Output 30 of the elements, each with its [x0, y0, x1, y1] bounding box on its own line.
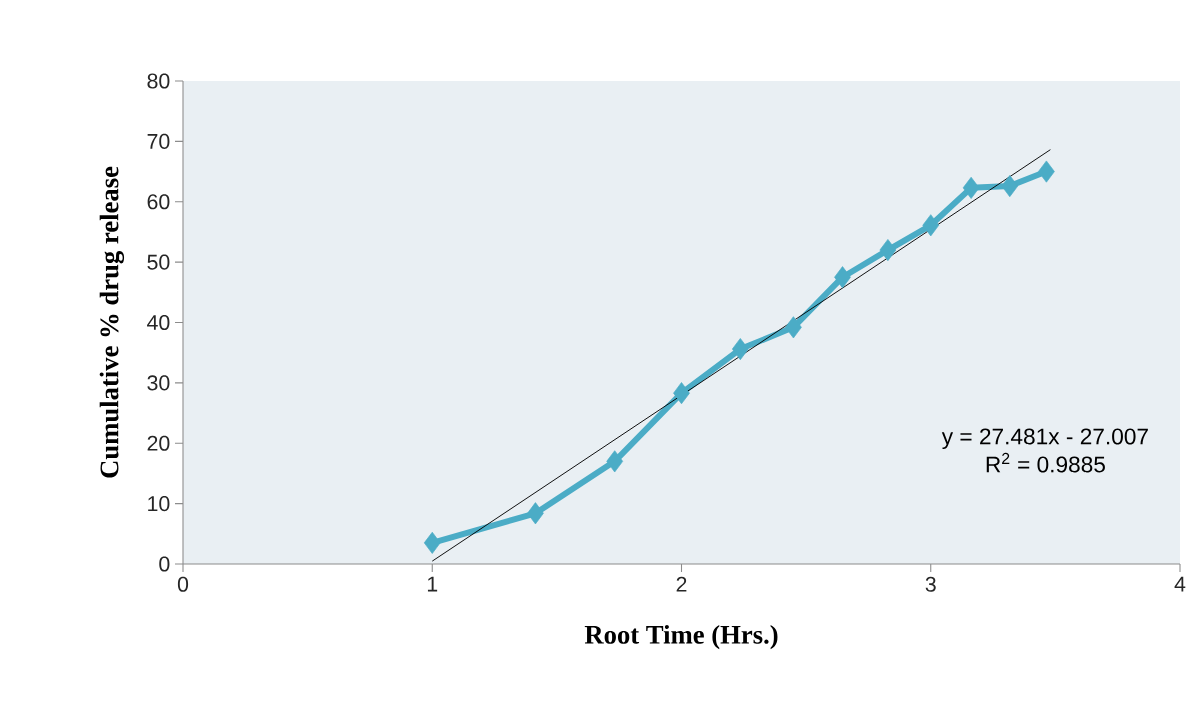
y-tick-label: 0 [159, 556, 170, 572]
y-tick-label: 10 [148, 496, 170, 512]
y-tick-label: 20 [147, 435, 170, 451]
point [673, 382, 690, 405]
x-tick-label: 0 [177, 576, 189, 592]
x-tick-label: 3 [925, 576, 936, 592]
y-axis-title: Cumulative % drug release [99, 166, 125, 478]
point [1038, 160, 1055, 183]
x-axis-title: Root Time (Hrs.) [584, 624, 778, 650]
point [731, 338, 749, 361]
x-tick-label: 2 [676, 576, 687, 592]
y-tick-label: 50 [147, 254, 170, 270]
point [785, 316, 802, 339]
annotation: y = 27.481x - 27.007 [941, 428, 1148, 449]
point [922, 214, 940, 237]
y-tick-label: 40 [147, 314, 170, 331]
point [834, 266, 851, 289]
annotation: R$^{2}$ = 0.9885 [986, 452, 1105, 473]
y-tick-label: 80 [147, 73, 170, 89]
point [527, 502, 544, 525]
x-tick-label: 4 [1174, 576, 1186, 592]
y-tick-label: 60 [147, 194, 170, 210]
point [606, 450, 624, 473]
point [879, 239, 897, 262]
y-tick-label: 30 [147, 375, 170, 391]
point [962, 176, 980, 199]
point [1001, 175, 1019, 198]
point [423, 531, 441, 554]
y-tick-label: 70 [147, 133, 170, 149]
x-tick-label: 1 [427, 576, 438, 592]
